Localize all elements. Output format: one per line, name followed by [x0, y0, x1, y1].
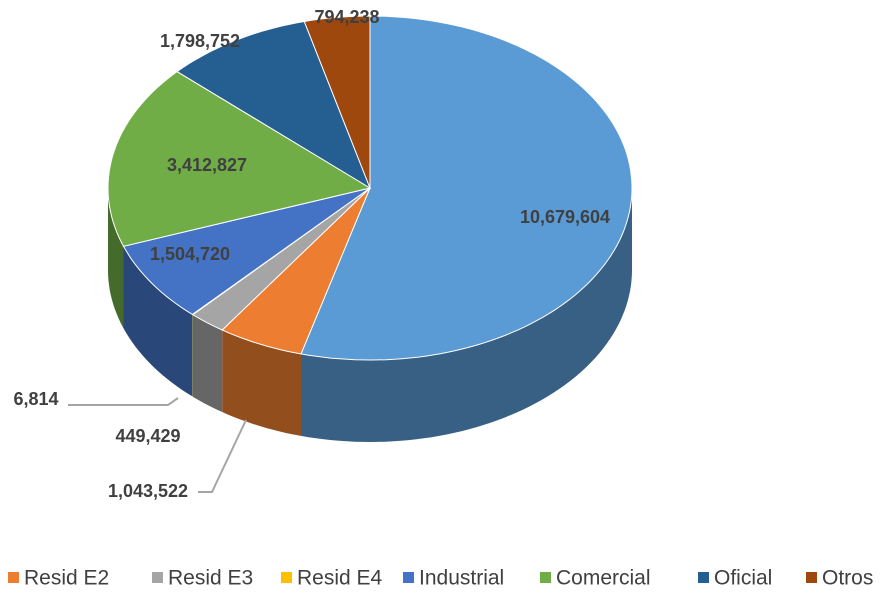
data-label: 1,504,720 — [150, 244, 230, 264]
pie-slice — [122, 187, 371, 315]
legend-swatch — [806, 572, 817, 583]
leader-line — [68, 397, 179, 406]
legend-label: Otros — [822, 567, 873, 590]
pie-slice — [176, 20, 372, 190]
pie-slice — [107, 70, 372, 247]
data-label: 794,238 — [314, 7, 379, 27]
data-label: 1,043,522 — [108, 481, 188, 501]
legend-swatch — [281, 572, 292, 583]
pie-side — [192, 314, 223, 412]
pie-slice — [191, 187, 371, 331]
legend-swatch — [540, 572, 551, 583]
pie-slice — [221, 187, 371, 355]
legend-label: Resid E4 — [297, 567, 383, 590]
data-label: 449,429 — [115, 426, 180, 446]
data-label: 3,412,827 — [167, 155, 247, 175]
legend-label: Comercial — [556, 567, 651, 590]
data-label: 1,798,752 — [160, 31, 240, 51]
pie-side — [108, 188, 124, 329]
legend-swatch — [698, 572, 709, 583]
leader-line — [198, 419, 247, 493]
data-label: 10,679,604 — [520, 207, 610, 227]
pie-slice — [300, 15, 633, 361]
legend-label: Resid E3 — [168, 567, 253, 590]
legend-label: Oficial — [714, 567, 772, 590]
pie-slice — [303, 15, 371, 189]
pie-side — [301, 188, 632, 442]
legend-swatch — [403, 572, 414, 583]
legend-label: Resid E2 — [24, 567, 109, 590]
legend-swatch — [8, 572, 19, 583]
pie-side — [222, 330, 301, 436]
legend-swatch — [152, 572, 163, 583]
pie-side — [123, 246, 193, 397]
data-label: 6,814 — [13, 389, 58, 409]
legend-label: Industrial — [419, 567, 504, 590]
